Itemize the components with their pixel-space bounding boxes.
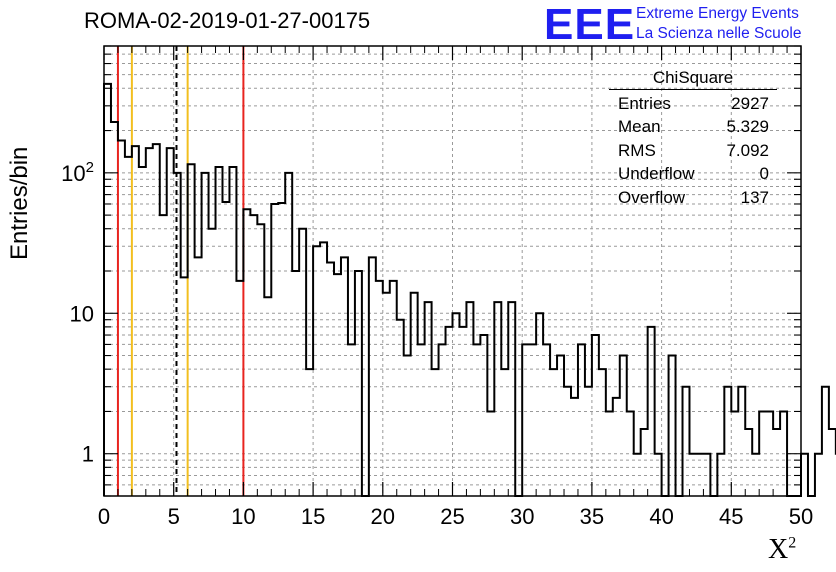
y-axis-label: Entries/bin (6, 146, 33, 260)
x-tick-label: 0 (98, 504, 110, 529)
tick-labels: 0 5 10 15 20 25 30 35 40 45 50 1 10 102 (61, 159, 813, 529)
stats-label: Overflow (618, 187, 686, 207)
stats-row: Mean 5.329 (609, 115, 777, 138)
stats-row: Entries 2927 (609, 92, 777, 115)
stats-value: 5.329 (726, 117, 769, 137)
stats-value: 7.092 (726, 140, 769, 160)
logo-line-2: La Scienza nelle Scuole (636, 25, 802, 42)
x-tick-label: 35 (580, 504, 604, 529)
x-tick-label: 25 (440, 504, 464, 529)
x-tick-label: 15 (301, 504, 325, 529)
x-axis-label-symbol: X (768, 534, 789, 565)
x-tick-label: 5 (168, 504, 180, 529)
stats-label: Mean (618, 117, 661, 137)
stats-row: Underflow 0 (609, 162, 777, 185)
x-tick-label: 50 (789, 504, 813, 529)
logo-caption: Extreme Energy Events La Scienza nelle S… (636, 4, 801, 44)
stats-row: Overflow 137 (609, 186, 777, 209)
stats-row: RMS 7.092 (609, 139, 777, 162)
y-tick-label: 1 (82, 442, 94, 467)
stats-value: 2927 (731, 94, 769, 113)
stats-label: Underflow (618, 164, 695, 184)
x-axis-label: X2 (768, 534, 796, 566)
stats-label: RMS (618, 140, 656, 160)
stats-box: ChiSquare Entries 2927 Mean 5.329 RMS 7.092… (609, 68, 777, 209)
y-tick-label: 10 (70, 301, 94, 326)
stats-value: 0 (759, 164, 769, 184)
x-tick-label: 45 (719, 504, 743, 529)
logo-line-1: Extreme Energy Events (636, 5, 799, 22)
plot-frame (103, 45, 802, 497)
chart-title: ROMA-02-2019-01-27-00175 (84, 8, 371, 33)
x-tick-label: 20 (371, 504, 395, 529)
x-axis-label-superscript: 2 (788, 534, 797, 552)
stats-box-title: ChiSquare (609, 68, 777, 90)
x-tick-label: 40 (649, 504, 673, 529)
histogram-series (103, 82, 836, 497)
stats-value: 137 (740, 187, 769, 207)
y-tick-label: 102 (61, 159, 94, 186)
stats-label: Entries (618, 94, 671, 113)
x-tick-label: 10 (231, 504, 255, 529)
x-tick-label: 30 (510, 504, 534, 529)
eee-logo: EEE (544, 0, 636, 49)
